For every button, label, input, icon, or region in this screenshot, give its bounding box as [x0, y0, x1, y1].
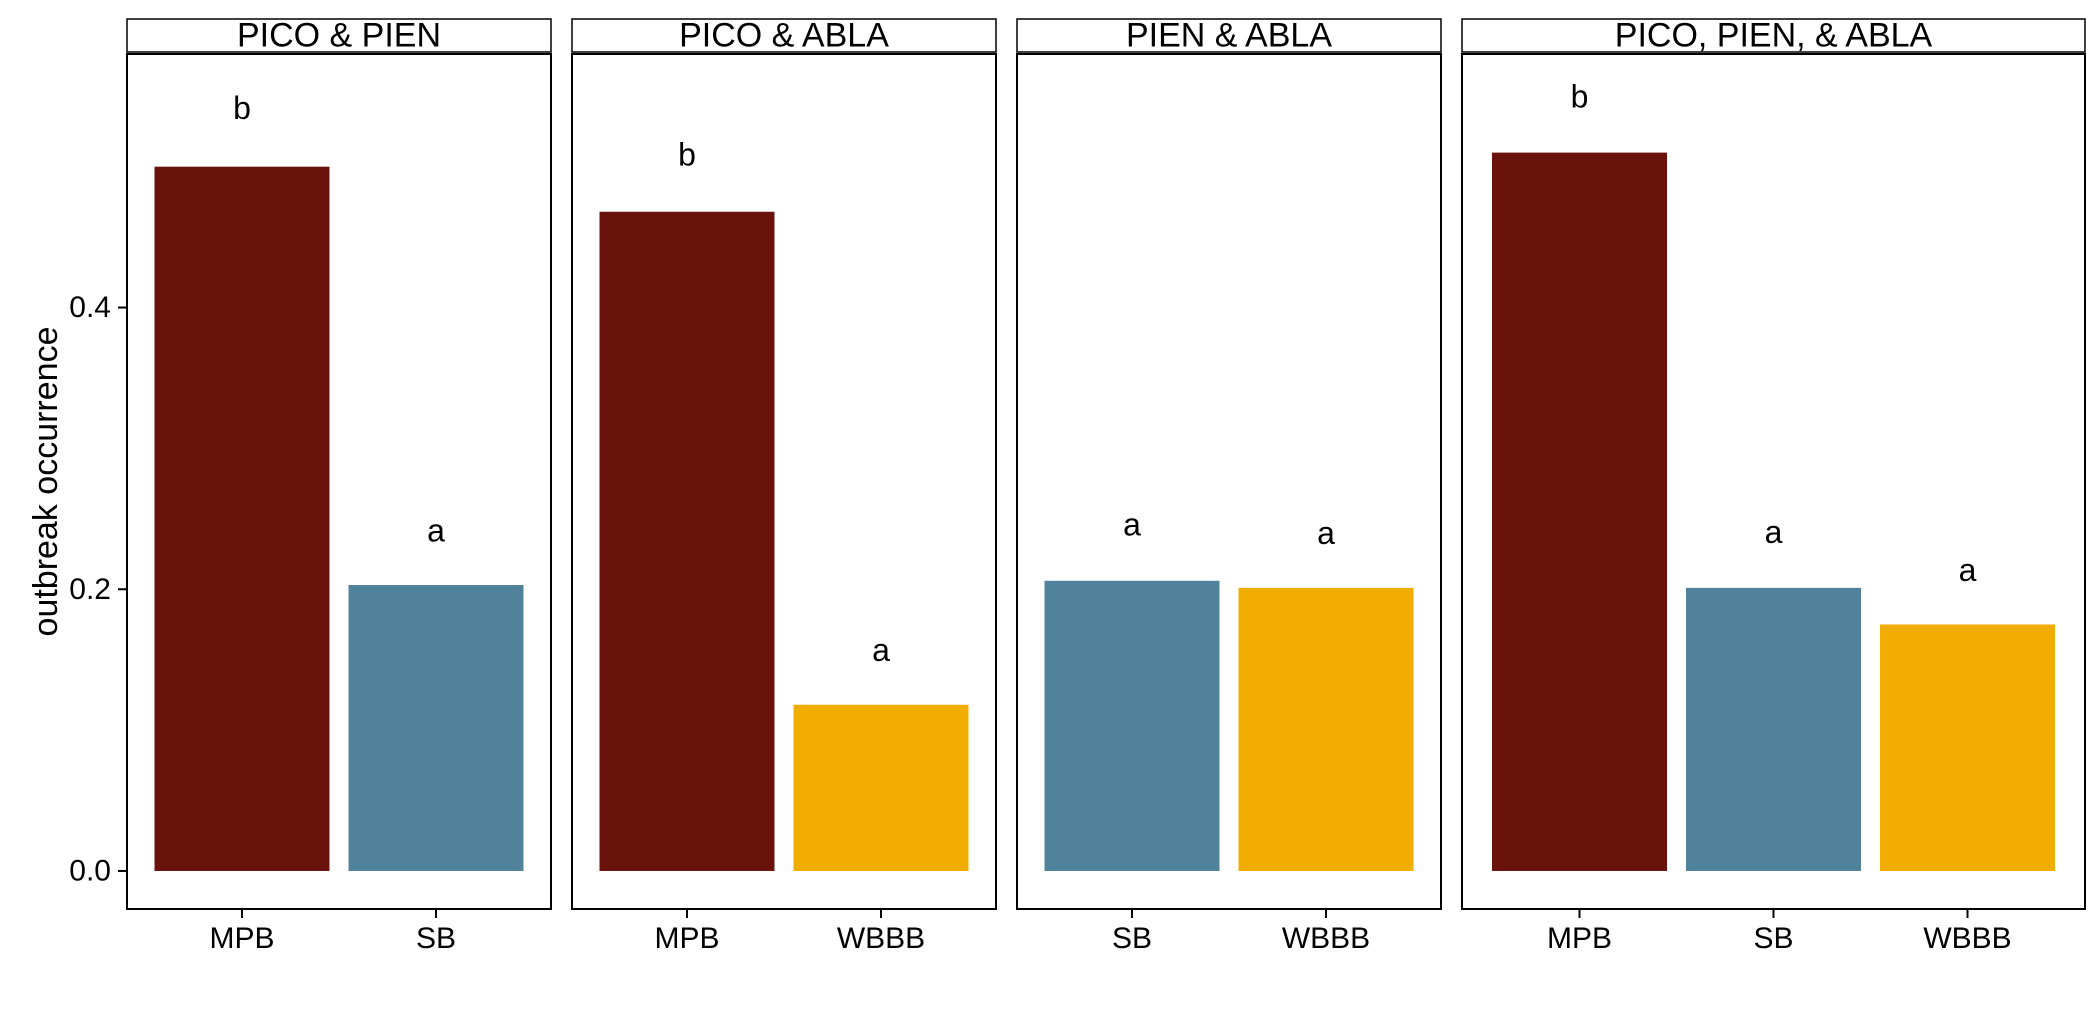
x-tick-label: SB — [416, 922, 456, 955]
x-tick-label: WBBB — [837, 922, 925, 955]
facet-strip — [126, 18, 552, 53]
facet-title: PICO & PIEN — [237, 16, 441, 54]
y-axis-title: outbreak occurrence — [27, 327, 65, 637]
facet-title: PICO, PIEN, & ABLA — [1615, 16, 1933, 54]
facet-title: PIEN & ABLA — [1126, 16, 1332, 54]
bar-sb — [348, 585, 524, 871]
bar-wbbb — [1880, 624, 2055, 871]
bar-mpb — [1492, 152, 1667, 871]
y-tick-label: 0.0 — [69, 854, 111, 887]
x-tick-label: SB — [1753, 922, 1793, 955]
bar-wbbb — [793, 704, 969, 871]
panel-border — [571, 53, 997, 910]
facet-strip — [571, 18, 997, 53]
significance-label: a — [1959, 552, 1977, 588]
y-tick-label: 0.2 — [69, 573, 111, 606]
significance-label: b — [233, 90, 251, 126]
facet-title: PICO & ABLA — [679, 16, 889, 54]
x-tick-label: SB — [1112, 922, 1152, 955]
bar-mpb — [154, 166, 330, 871]
panel-border — [126, 53, 552, 910]
significance-label: a — [1317, 515, 1335, 551]
bar-sb — [1686, 587, 1861, 871]
x-tick-label: WBBB — [1282, 922, 1370, 955]
significance-label: a — [1765, 514, 1783, 550]
x-tick-label: MPB — [1547, 922, 1612, 955]
significance-label: a — [427, 512, 445, 548]
bar-wbbb — [1238, 587, 1414, 871]
bar-sb — [1044, 580, 1220, 871]
x-tick-label: MPB — [209, 922, 274, 955]
panel-border — [1016, 53, 1442, 910]
significance-label: b — [678, 136, 696, 172]
significance-label: a — [1123, 507, 1141, 543]
x-tick-label: WBBB — [1923, 922, 2011, 955]
y-tick-label: 0.4 — [69, 291, 111, 324]
significance-label: b — [1571, 79, 1589, 115]
bar-mpb — [599, 211, 775, 871]
x-tick-label: MPB — [654, 922, 719, 955]
facet-strip — [1016, 18, 1442, 53]
significance-label: a — [872, 632, 890, 668]
facet-strip — [1461, 18, 2086, 53]
